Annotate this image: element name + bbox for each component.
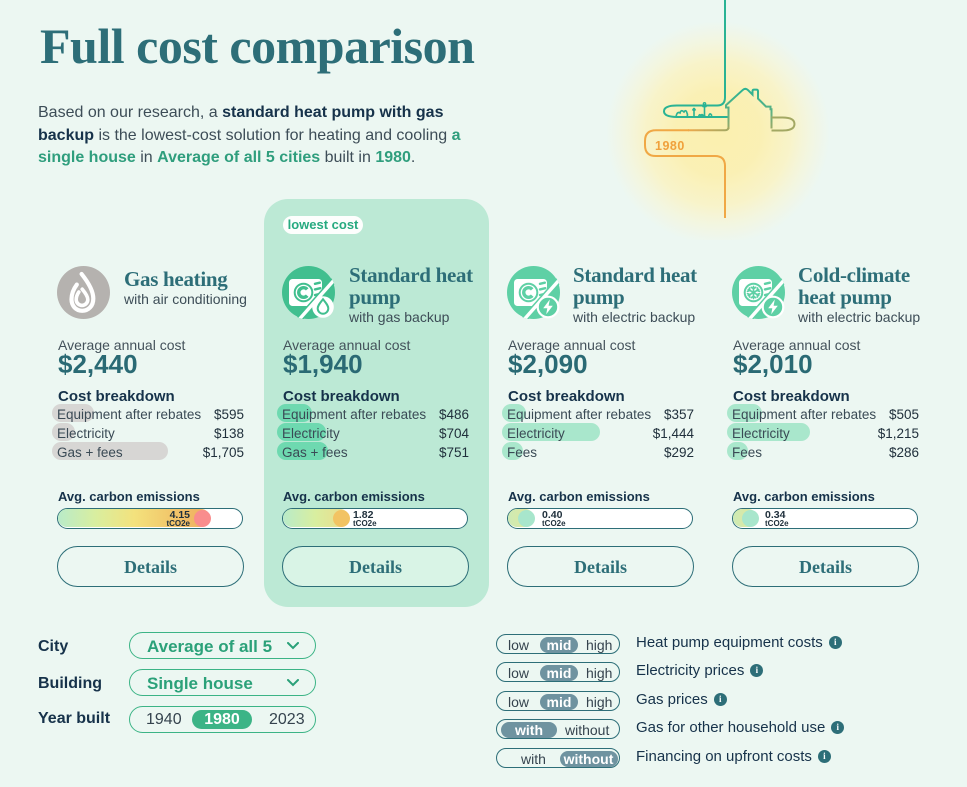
svg-text:1980: 1980: [655, 139, 685, 153]
